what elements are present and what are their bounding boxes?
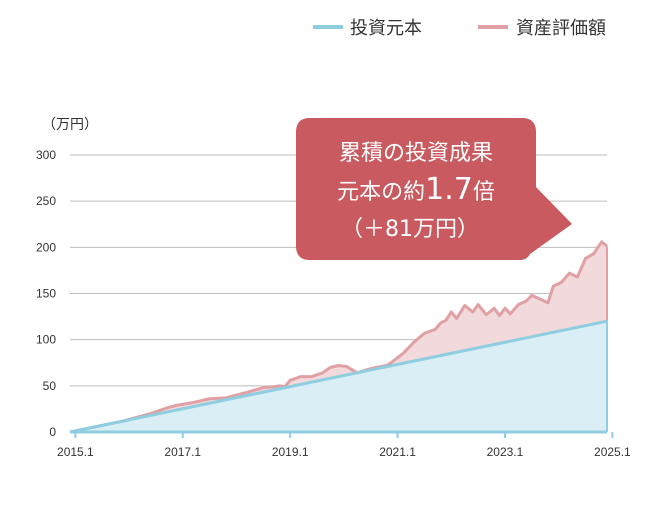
y-tick-labels: 0 50 100 150 200 250 300 bbox=[36, 148, 56, 439]
x-tick-label: 2017.1 bbox=[164, 445, 201, 459]
y-tick-label: 0 bbox=[49, 425, 56, 439]
y-unit-label: （万円） bbox=[42, 117, 98, 133]
callout-line2-suffix: 倍 bbox=[473, 180, 495, 205]
x-tick-label: 2025.1 bbox=[594, 445, 631, 459]
y-tick-label: 100 bbox=[36, 333, 56, 347]
principal-line bbox=[69, 319, 608, 434]
callout-line2-prefix: 元本の約 bbox=[337, 180, 425, 205]
legend-label-principal: 投資元本 bbox=[350, 18, 422, 39]
x-tick-label: 2015.1 bbox=[57, 445, 94, 459]
y-tick-label: 300 bbox=[36, 148, 56, 162]
y-tick-label: 150 bbox=[36, 287, 56, 301]
y-tick-label: 250 bbox=[36, 194, 56, 208]
x-tick-label: 2023.1 bbox=[487, 445, 524, 459]
chart-areas bbox=[69, 240, 608, 434]
y-tick-label: 50 bbox=[43, 379, 57, 393]
callout-line3: （＋81万円） bbox=[341, 217, 479, 242]
callout-line1: 累積の投資成果 bbox=[339, 141, 493, 166]
legend: 投資元本 資産評価額 bbox=[313, 18, 606, 39]
legend-label-valuation: 資産評価額 bbox=[516, 18, 606, 39]
x-tick-labels: 2015.1 2017.1 2019.1 2021.1 2023.1 2025.1 bbox=[57, 445, 631, 459]
callout: 累積の投資成果 元本の約1.7倍 （＋81万円） bbox=[296, 118, 572, 260]
chart-axes bbox=[70, 430, 614, 438]
x-tick-label: 2021.1 bbox=[379, 445, 416, 459]
x-tick-label: 2019.1 bbox=[272, 445, 309, 459]
y-tick-label: 200 bbox=[36, 240, 56, 254]
callout-ratio-value: 1.7 bbox=[425, 172, 473, 207]
valuation-line bbox=[69, 240, 608, 434]
callout-bubble bbox=[296, 118, 572, 260]
callout-line2: 元本の約1.7倍 bbox=[337, 172, 495, 207]
